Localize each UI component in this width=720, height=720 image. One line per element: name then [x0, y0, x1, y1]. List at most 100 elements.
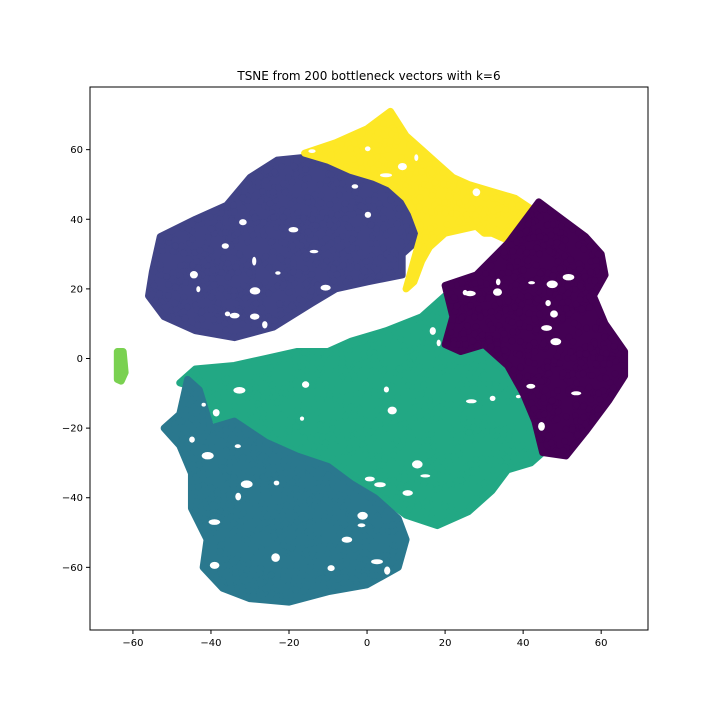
- point: [559, 286, 566, 294]
- point: [525, 298, 533, 305]
- point: [252, 300, 260, 307]
- point: [392, 470, 400, 478]
- point: [256, 437, 264, 445]
- point: [577, 386, 585, 393]
- point: [244, 529, 252, 537]
- point: [405, 194, 412, 202]
- point: [361, 267, 368, 275]
- point: [486, 457, 494, 465]
- point: [412, 209, 420, 217]
- point: [460, 414, 467, 422]
- point: [307, 434, 315, 442]
- point: [489, 427, 496, 435]
- point: [377, 254, 385, 262]
- point: [471, 313, 479, 321]
- point: [417, 438, 424, 445]
- point: [458, 279, 466, 287]
- point: [327, 209, 335, 217]
- point: [204, 510, 212, 517]
- point: [501, 463, 509, 471]
- point: [208, 275, 216, 282]
- point: [505, 380, 513, 387]
- point: [435, 369, 443, 377]
- point: [448, 281, 455, 289]
- point: [423, 509, 430, 516]
- point: [588, 372, 596, 379]
- point: [357, 278, 365, 286]
- point: [199, 418, 207, 426]
- point: [375, 428, 382, 436]
- point: [401, 420, 409, 427]
- point: [352, 189, 359, 196]
- point: [502, 425, 510, 433]
- point: [385, 268, 393, 276]
- point: [453, 477, 461, 485]
- point: [519, 461, 527, 469]
- point: [581, 273, 589, 281]
- point: [304, 194, 311, 201]
- x-tick-label: −20: [278, 638, 299, 649]
- point: [577, 282, 584, 290]
- point: [418, 168, 425, 175]
- cluster-1: [145, 153, 426, 342]
- point: [601, 333, 608, 341]
- point: [274, 571, 281, 579]
- point: [217, 437, 225, 445]
- cluster-gap: [550, 338, 562, 346]
- point: [335, 378, 343, 385]
- point: [192, 370, 200, 378]
- point: [230, 485, 238, 492]
- point: [439, 391, 446, 399]
- point: [314, 552, 322, 559]
- point: [478, 455, 486, 463]
- point: [379, 410, 387, 418]
- point: [376, 421, 384, 428]
- point: [323, 177, 331, 184]
- point: [255, 525, 263, 532]
- point: [277, 411, 285, 419]
- point: [330, 277, 338, 285]
- point: [277, 310, 285, 318]
- point: [207, 246, 214, 254]
- point: [216, 316, 224, 324]
- point: [300, 434, 308, 442]
- point: [322, 372, 330, 379]
- point: [252, 502, 260, 510]
- point: [266, 425, 273, 433]
- point: [357, 415, 365, 423]
- point: [553, 239, 561, 247]
- point: [276, 300, 283, 308]
- point: [490, 255, 498, 262]
- point: [528, 399, 536, 407]
- point: [348, 235, 356, 243]
- point: [234, 229, 241, 237]
- point: [298, 155, 306, 163]
- point: [592, 324, 599, 332]
- point: [235, 563, 243, 570]
- point: [518, 281, 526, 289]
- point: [532, 325, 540, 333]
- point: [220, 247, 227, 255]
- point: [556, 265, 564, 272]
- point: [395, 205, 403, 213]
- point: [366, 124, 373, 131]
- point: [317, 493, 324, 501]
- y-tick-label: 0: [77, 354, 83, 365]
- cluster-gap: [233, 387, 246, 394]
- point: [267, 571, 275, 579]
- point: [301, 182, 308, 190]
- point: [434, 348, 442, 356]
- point: [359, 434, 366, 442]
- point: [509, 328, 517, 336]
- point: [298, 477, 306, 484]
- point: [519, 419, 527, 427]
- cluster-gap: [364, 146, 371, 152]
- point: [196, 513, 203, 520]
- point: [477, 295, 485, 303]
- point: [515, 351, 523, 359]
- point: [243, 448, 251, 456]
- point: [326, 505, 333, 513]
- y-tick-label: −20: [62, 424, 83, 435]
- point: [393, 220, 401, 228]
